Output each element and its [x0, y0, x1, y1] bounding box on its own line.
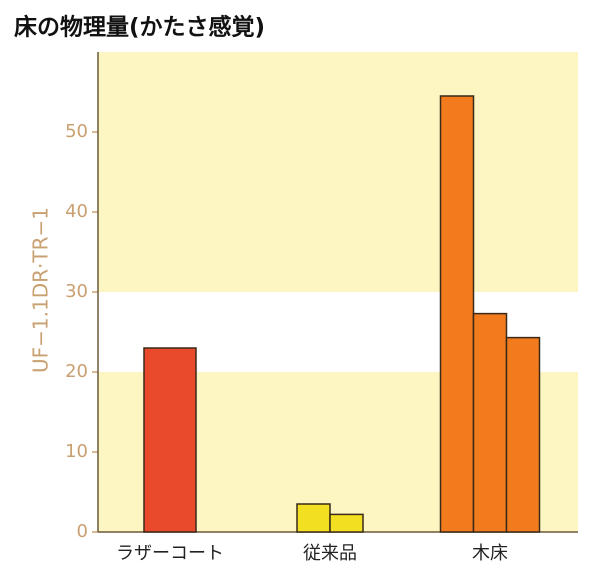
x-tick-label: 従来品: [303, 543, 357, 564]
bar: [505, 336, 541, 533]
y-tick-label: 20: [65, 361, 88, 382]
y-axis-label: UF−1.1DR·TR−1: [29, 207, 53, 373]
bar: [143, 347, 197, 533]
x-tick-label: ラザーコート: [116, 543, 224, 564]
y-tick-label: 40: [65, 201, 88, 222]
bar: [472, 312, 508, 533]
bar: [329, 513, 364, 533]
chart-title: 床の物理量(かたさ感覚): [14, 14, 265, 41]
y-tick-label: 30: [65, 281, 88, 302]
bar: [296, 503, 331, 533]
y-tick-label: 10: [65, 441, 88, 462]
y-tick-label: 50: [65, 121, 88, 142]
y-tick-label: 0: [77, 521, 88, 542]
bar: [439, 95, 475, 533]
x-tick-label: 木床: [472, 543, 508, 564]
